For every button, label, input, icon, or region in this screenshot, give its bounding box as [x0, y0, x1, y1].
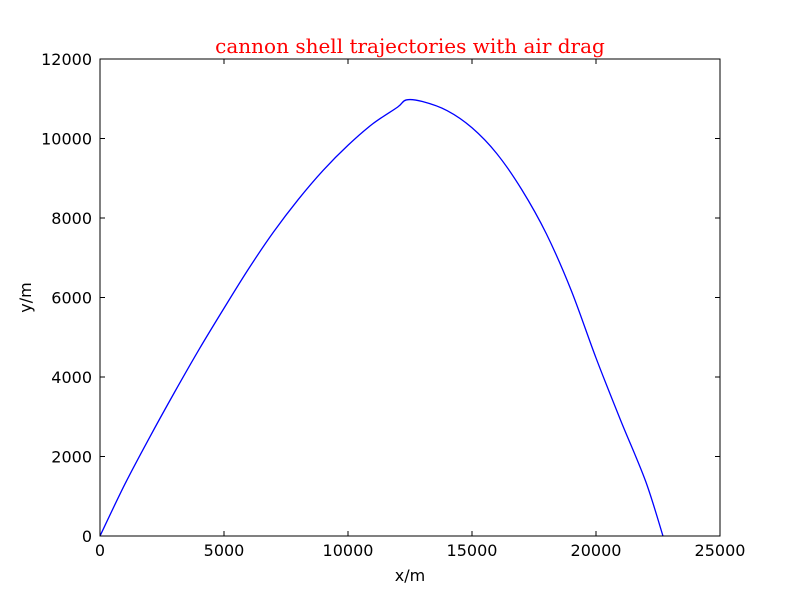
y-tick-label: 6000 [51, 289, 92, 308]
trajectory-line [99, 98, 664, 537]
x-axis-label: x/m [395, 566, 425, 585]
x-tick-label: 25000 [695, 541, 746, 560]
x-tick-label: 0 [95, 541, 105, 560]
y-tick-label: 12000 [41, 50, 92, 69]
x-tick-label: 5000 [204, 541, 245, 560]
x-tick-label: 15000 [447, 541, 498, 560]
axes-frame [99, 58, 721, 537]
y-tick-label: 0 [82, 527, 92, 546]
axis-ticks: 0 5000 10000 15000 20000 25000 0 2000 4000 6000 80… [41, 50, 745, 560]
y-tick-label: 10000 [41, 130, 92, 149]
x-tick-label: 20000 [571, 541, 622, 560]
y-tick-label: 8000 [51, 209, 92, 228]
y-tick-label: 2000 [51, 448, 92, 467]
data-series [99, 98, 664, 537]
x-tick-label: 10000 [323, 541, 374, 560]
chart-title: cannon shell trajectories with air drag [215, 34, 605, 58]
y-axis-label: y/m [16, 282, 35, 312]
y-tick-label: 4000 [51, 368, 92, 387]
